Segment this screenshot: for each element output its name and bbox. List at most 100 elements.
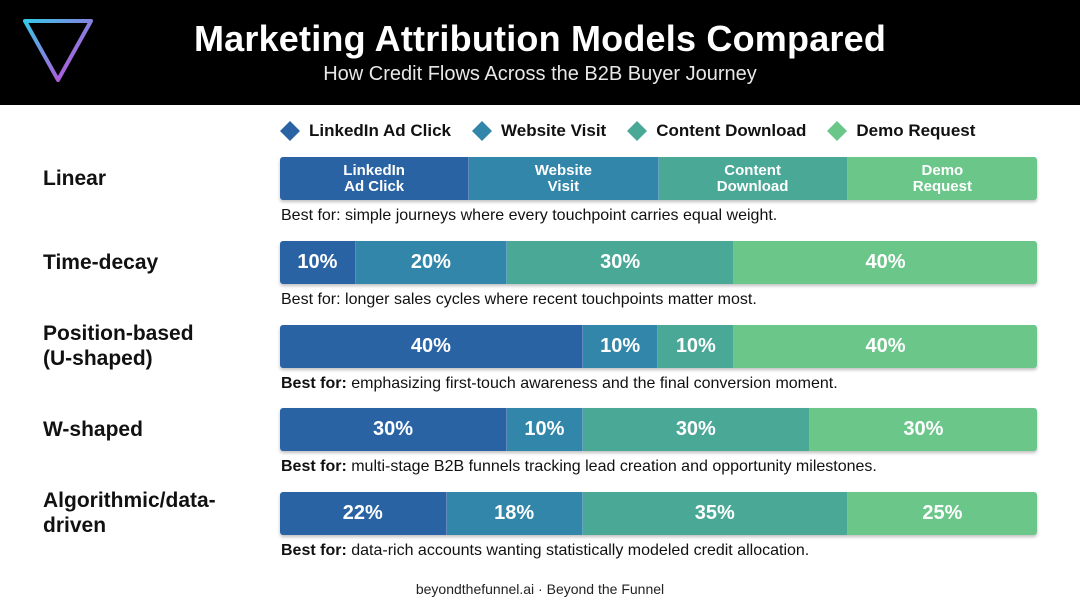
segment-label: Demo Request	[912, 162, 972, 195]
stacked-bar: 10% 20% 30% 40%	[280, 241, 1037, 284]
bar-segment: 10%	[280, 241, 356, 284]
bar-segment: 40%	[280, 325, 583, 368]
segment-label-line: 30%	[600, 251, 641, 273]
stacked-bar: LinkedIn Ad Click Website Visit Content Downl…	[280, 157, 1037, 200]
best-for-text: data-rich accounts wanting statistically…	[346, 542, 810, 559]
best-for-prefix: Best for:	[281, 458, 347, 475]
model-label: Position-based (U-shaped)	[43, 321, 273, 371]
page-subtitle: How Credit Flows Across the B2B Buyer Jo…	[323, 63, 757, 85]
best-for-text: multi-stage B2B funnels tracking lead cr…	[346, 458, 877, 475]
segment-label-line: Website	[534, 161, 592, 179]
page-title: Marketing Attribution Models Compared	[193, 18, 887, 59]
legend-swatch-icon	[280, 121, 300, 141]
segment-label: 20%	[411, 251, 451, 274]
model-label: Time-decay	[43, 250, 273, 275]
segment-label-line: Ad Click	[344, 177, 405, 195]
legend-item: LinkedIn Ad Click	[280, 121, 451, 141]
bar-segment: 10%	[582, 325, 659, 368]
bar-segment: 30%	[507, 241, 735, 284]
segment-label: 10%	[297, 251, 337, 274]
footer-credit: beyondthefunnel.ai · Beyond the Funnel	[415, 581, 665, 597]
legend-swatch-icon	[827, 121, 848, 141]
best-for-text: Best for: longer sales cycles where rece…	[281, 291, 757, 308]
legend-label: Content Download	[656, 121, 807, 140]
bar-segment: 30%	[280, 408, 508, 451]
segment-label: 35%	[695, 502, 735, 525]
model-label: W-shaped	[43, 417, 273, 442]
segment-label: LinkedIn Ad Click	[343, 161, 405, 195]
legend-item: Website Visit	[472, 121, 606, 141]
bar-segment: 35%	[582, 492, 848, 535]
segment-label: 30%	[373, 418, 413, 441]
bar-segment: LinkedIn Ad Click	[280, 157, 470, 200]
segment-label-line: LinkedIn	[343, 161, 405, 179]
bar-segment: 20%	[355, 241, 508, 284]
model-label-line: Time-decay	[43, 250, 159, 274]
segment-label-line: 40%	[865, 335, 906, 357]
segment-label-line: 40%	[410, 335, 451, 357]
best-for-note: Best for: emphasizing first-touch awaren…	[281, 375, 838, 393]
segment-label: Content Download	[716, 161, 789, 195]
best-for-note: Best for: multi-stage B2B funnels tracki…	[281, 458, 877, 476]
bar-segment: 18%	[446, 492, 583, 535]
stacked-bar: 30% 10% 30% 30%	[280, 408, 1037, 451]
bar-segment: Content Download	[658, 157, 848, 200]
segment-label: 40%	[866, 251, 906, 274]
bar-segment: Demo Request	[847, 157, 1037, 200]
legend-label: Website Visit	[501, 121, 607, 140]
segment-label-line: 10%	[524, 418, 565, 440]
bar-segment: 22%	[280, 492, 447, 535]
segment-label-line: 25%	[922, 502, 963, 524]
segment-label-line: Request	[912, 177, 972, 195]
segment-label-line: 10%	[600, 335, 641, 357]
best-for-note: Best for: data-rich accounts wanting sta…	[281, 542, 809, 560]
legend-item: Demo Request	[827, 121, 975, 141]
best-for-text: Best for: simple journeys where every to…	[281, 207, 778, 224]
model-label-line: Position-based	[43, 322, 194, 345]
model-label-line: Algorithmic/data-	[43, 489, 216, 512]
segment-label: 25%	[922, 502, 962, 525]
segment-label-line: 18%	[494, 502, 535, 524]
bar-segment: 25%	[847, 492, 1037, 535]
bar-segment: 30%	[582, 408, 810, 451]
model-label-line: driven	[43, 514, 107, 537]
segment-label-line: 22%	[342, 502, 383, 524]
model-label: Algorithmic/data-driven	[43, 488, 273, 538]
segment-label-line: Content	[724, 161, 781, 179]
legend-label: LinkedIn Ad Click	[309, 121, 452, 140]
segment-label-line: 30%	[675, 418, 716, 440]
segment-label: 18%	[494, 502, 534, 525]
bar-segment: 40%	[734, 325, 1037, 368]
bar-segment: Website Visit	[469, 157, 659, 200]
legend-swatch-icon	[627, 121, 648, 141]
segment-label-line: 35%	[694, 502, 735, 524]
bar-segment: 40%	[734, 241, 1037, 284]
segment-label: 30%	[903, 418, 943, 441]
segment-label: 10%	[600, 335, 640, 358]
model-label-line: Linear	[43, 166, 107, 190]
segment-label-line: 10%	[675, 335, 716, 357]
segment-label: 30%	[600, 251, 640, 274]
model-label-line: W-shaped	[43, 417, 143, 441]
segment-label: 40%	[411, 335, 451, 358]
stacked-bar: 40% 10% 10% 40%	[280, 325, 1037, 368]
segment-label: 40%	[866, 335, 906, 358]
legend-swatch-icon	[472, 121, 493, 141]
bar-segment: 10%	[507, 408, 583, 451]
best-for-text: emphasizing first-touch awareness and th…	[346, 375, 838, 392]
best-for-note: Best for: simple journeys where every to…	[281, 207, 777, 225]
segment-label-line: 40%	[865, 251, 906, 273]
segment-label-line: 30%	[903, 418, 944, 440]
chart-legend: LinkedIn Ad Click Website Visit Content Do…	[280, 119, 996, 143]
best-for-prefix: Best for:	[281, 375, 347, 392]
segment-label: 10%	[676, 335, 716, 358]
model-label: Linear	[43, 166, 273, 191]
segment-label-line: 10%	[297, 251, 338, 273]
segment-label: Website Visit	[534, 161, 592, 195]
model-label-line: (U-shaped)	[43, 347, 153, 370]
stacked-bar: 22% 18% 35% 25%	[280, 492, 1037, 535]
segment-label: 22%	[343, 502, 383, 525]
segment-label-line: Download	[716, 177, 789, 195]
segment-label: 10%	[524, 418, 564, 441]
best-for-prefix: Best for:	[281, 542, 347, 559]
